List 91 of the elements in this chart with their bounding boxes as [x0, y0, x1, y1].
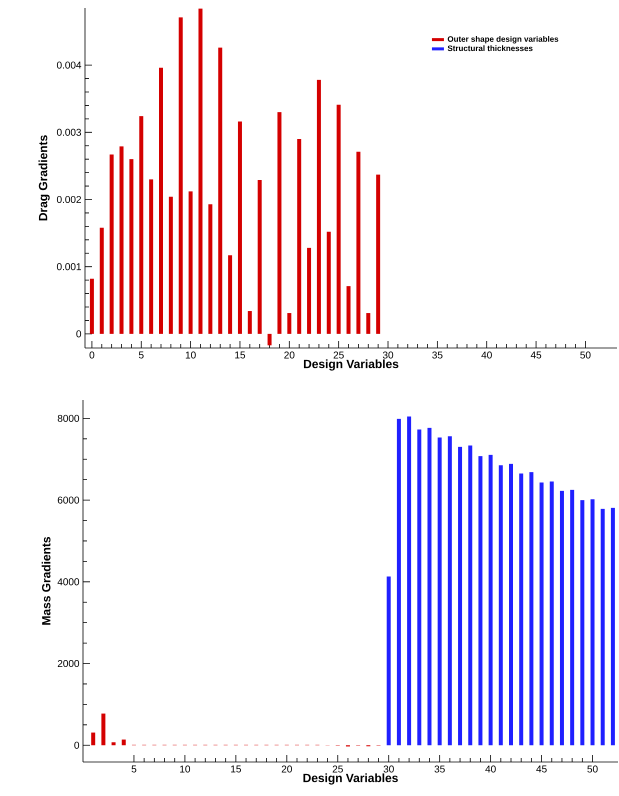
x-tick-label: 30 [384, 766, 394, 773]
bar [580, 500, 584, 746]
bar [336, 104, 341, 334]
bar [610, 508, 615, 746]
x-tick-label: 20 [282, 766, 292, 773]
y-tick-label: 6000 [58, 496, 80, 504]
bar [356, 152, 360, 334]
bar [478, 456, 482, 746]
bar [277, 112, 282, 334]
bar [448, 436, 452, 746]
bar [208, 204, 212, 334]
bar [101, 714, 106, 746]
y-tick-label: 4000 [58, 578, 80, 586]
bar [91, 732, 96, 746]
bar [509, 464, 514, 746]
x-tick-label: 15 [235, 352, 246, 358]
x-tick-label: 50 [580, 352, 591, 359]
bar [218, 48, 222, 334]
bar [396, 418, 401, 746]
bar [366, 313, 370, 334]
y-tick-label: 0.001 [56, 263, 81, 270]
bar [139, 116, 144, 334]
y-axis-title: Drag Gradients [38, 135, 50, 220]
bar [376, 174, 380, 334]
bar [570, 490, 574, 746]
bar [346, 286, 351, 334]
bar [228, 255, 232, 334]
bar [519, 474, 524, 746]
y-axis-title: Mass Gradients [42, 536, 50, 625]
x-tick-label: 35 [432, 352, 442, 359]
y-tick-label: 0 [76, 330, 82, 338]
bar [386, 576, 391, 746]
x-tick-label: 15 [231, 766, 241, 772]
bar [178, 17, 183, 334]
bar [600, 508, 605, 746]
bar [129, 159, 134, 334]
bar [590, 499, 595, 746]
bar [258, 180, 262, 334]
bar [529, 472, 534, 746]
y-tick-label: 0.002 [56, 196, 81, 204]
bar [100, 228, 104, 334]
bar [122, 740, 126, 746]
bar [417, 429, 422, 746]
bar [550, 482, 554, 746]
x-tick-label: 45 [530, 352, 542, 358]
bar [316, 80, 321, 334]
bar [297, 139, 302, 334]
bar [159, 68, 163, 334]
y-tick-label: 0 [74, 742, 80, 749]
bar [307, 248, 312, 334]
bar [268, 334, 272, 346]
x-tick-label: 40 [481, 352, 492, 359]
bar [488, 454, 493, 746]
x-tick-label: 35 [434, 766, 445, 773]
x-tick-label: 10 [186, 352, 196, 359]
x-tick-label: 20 [284, 352, 294, 359]
bar [188, 191, 193, 334]
bar [120, 146, 124, 334]
y-tick-label: 8000 [58, 414, 80, 422]
y-tick-label: 0.003 [56, 128, 82, 136]
x-tick-label: 25 [332, 766, 343, 773]
x-tick-label: 40 [485, 766, 496, 773]
bar [90, 278, 94, 334]
x-tick-label: 45 [536, 766, 547, 772]
bar [407, 416, 412, 746]
bar [540, 482, 544, 746]
bar [287, 313, 292, 334]
bar [149, 179, 154, 334]
bar [198, 8, 202, 334]
y-tick-label: 2000 [58, 660, 80, 668]
x-tick-label: 50 [587, 766, 598, 773]
x-tick-label: 25 [334, 352, 344, 359]
bar [326, 232, 331, 334]
bar [110, 154, 114, 334]
bar [458, 446, 462, 746]
x-tick-label: 30 [382, 352, 394, 359]
bar [498, 465, 503, 746]
x-tick-label: 5 [132, 766, 136, 772]
x-axis-title: Design Variables [303, 773, 398, 785]
bar [438, 437, 442, 746]
x-tick-label: 5 [138, 352, 144, 358]
bar [248, 311, 252, 334]
bar [560, 490, 564, 746]
bar [238, 122, 242, 334]
bar [427, 428, 432, 746]
x-axis-title: Design Variables [304, 359, 398, 371]
bar [468, 446, 472, 746]
x-tick-label: 10 [180, 766, 190, 773]
y-tick-label: 0.004 [56, 62, 82, 69]
x-tick-label: 0 [90, 352, 94, 359]
bar [168, 196, 173, 334]
